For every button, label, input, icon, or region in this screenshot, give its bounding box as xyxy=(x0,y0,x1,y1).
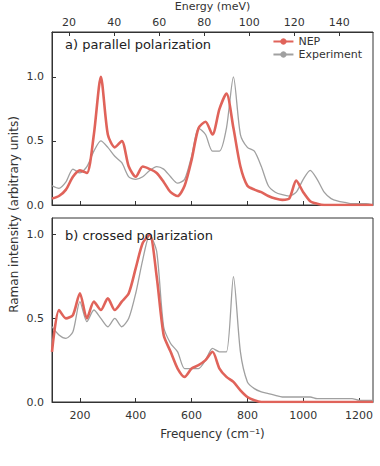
svg-text:20: 20 xyxy=(62,16,76,29)
svg-text:Raman intensity (arbitrary uni: Raman intensity (arbitrary units) xyxy=(7,116,21,313)
svg-text:400: 400 xyxy=(125,409,146,422)
svg-text:120: 120 xyxy=(284,16,305,29)
svg-text:b) crossed polarization: b) crossed polarization xyxy=(65,228,213,243)
svg-text:1.0: 1.0 xyxy=(27,228,45,241)
svg-text:Frequency (cm⁻¹): Frequency (cm⁻¹) xyxy=(160,427,265,441)
svg-text:a) parallel polarization: a) parallel polarization xyxy=(65,37,211,52)
svg-text:40: 40 xyxy=(107,16,121,29)
svg-text:100: 100 xyxy=(239,16,260,29)
svg-text:0.5: 0.5 xyxy=(27,312,45,325)
svg-text:NEP: NEP xyxy=(298,35,320,48)
svg-text:800: 800 xyxy=(237,409,258,422)
svg-text:60: 60 xyxy=(152,16,166,29)
svg-text:0.0: 0.0 xyxy=(27,199,45,212)
svg-text:200: 200 xyxy=(69,409,90,422)
svg-text:0.0: 0.0 xyxy=(27,396,45,409)
svg-text:0.5: 0.5 xyxy=(27,134,45,147)
svg-text:140: 140 xyxy=(329,16,350,29)
svg-text:1000: 1000 xyxy=(289,409,317,422)
svg-text:600: 600 xyxy=(181,409,202,422)
svg-text:Energy (meV): Energy (meV) xyxy=(175,0,251,13)
svg-text:80: 80 xyxy=(197,16,211,29)
svg-text:1.0: 1.0 xyxy=(27,70,45,83)
svg-text:1200: 1200 xyxy=(345,409,373,422)
svg-text:Experiment: Experiment xyxy=(298,48,362,61)
